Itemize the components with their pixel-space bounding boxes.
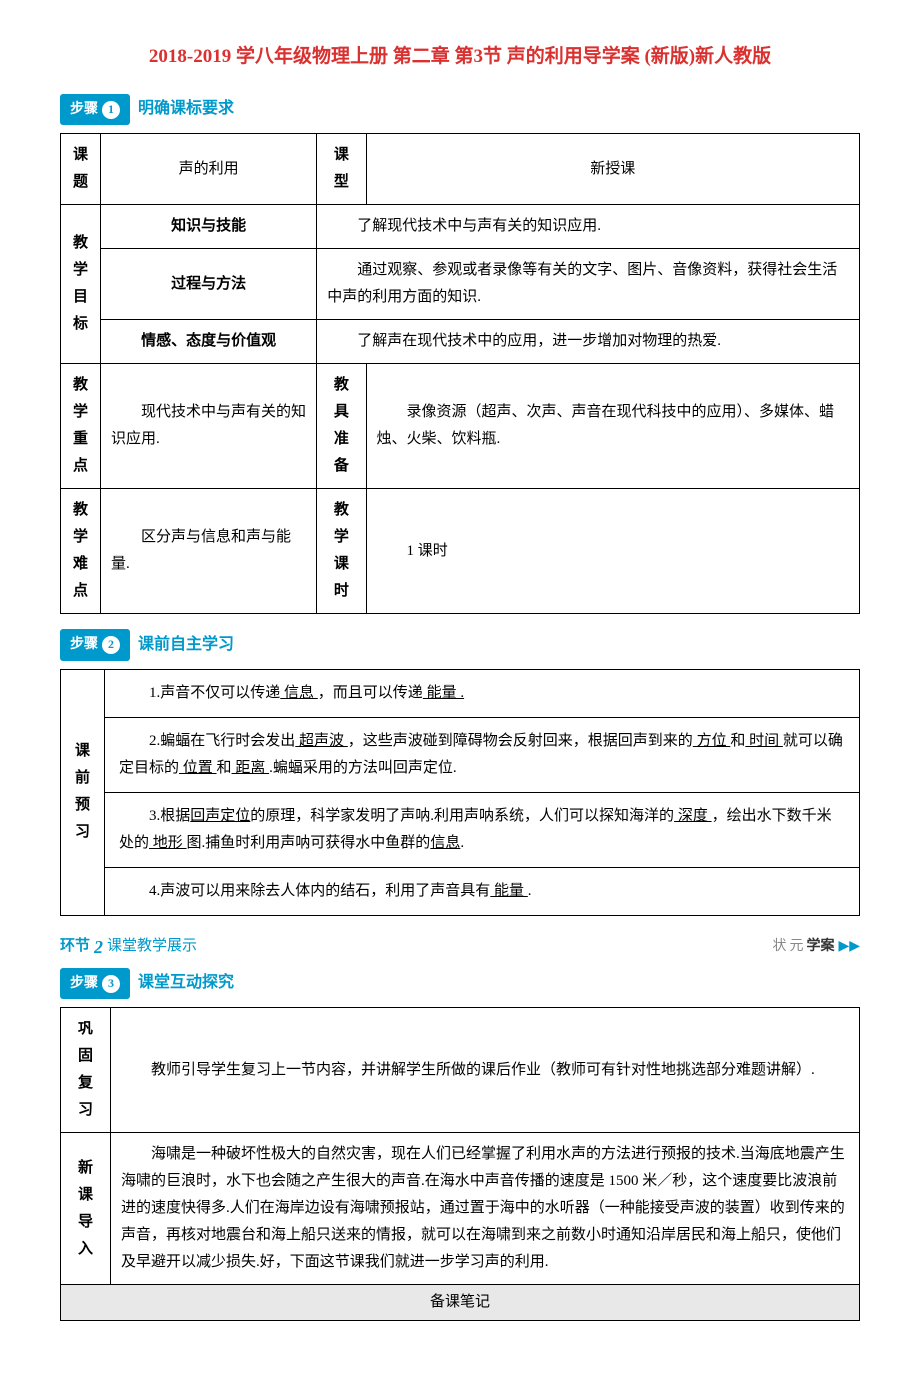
t1-knowledge: 了解现代技术中与声有关的知识应用. [317,205,860,249]
huanjie-left: 环节 2 课堂教学展示 [60,931,197,963]
step3-label: 课堂互动探究 [138,969,234,998]
preview-table: 课前预习 1.声音不仅可以传递 信息 ，而且可以传递 能量 . 2.蝙蝠在飞行时… [60,669,860,916]
t1-type-label: 课型 [317,134,366,205]
step3-badge: 步骤 3 [60,968,130,999]
step2-header: 步骤 2 课前自主学习 [60,629,860,660]
t1-tools: 录像资源（超声、次声、声音在现代科技中的应用）、多媒体、蜡烛、火柴、饮料瓶. [366,364,860,489]
review-label: 巩固复习 [61,1008,111,1133]
t1-emotion-label: 情感、态度与价值观 [101,320,317,364]
t1-keypoint-label: 教学重点 [61,364,101,489]
t1-type: 新授课 [366,134,860,205]
zhuangyuan-label: 状元学案 ▶▶ [772,934,860,959]
t1-process-label: 过程与方法 [101,249,317,320]
step2-num: 2 [102,636,120,654]
t1-keypoint: 现代技术中与声有关的知识应用. [101,364,317,489]
step2-badge-text: 步骤 [70,632,98,657]
intro-label: 新课导入 [61,1133,111,1285]
document-title: 2018-2019 学八年级物理上册 第二章 第3节 声的利用导学案 (新版)新… [60,40,860,74]
huanjie-bar: 环节 2 课堂教学展示 状元学案 ▶▶ [60,931,860,963]
t1-difficulty: 区分声与信息和声与能量. [101,489,317,614]
step1-label: 明确课标要求 [138,95,234,124]
step2-badge: 步骤 2 [60,629,130,660]
huanjie-num: 2 [94,931,103,963]
step1-num: 1 [102,101,120,119]
preview-p4: 4.声波可以用来除去人体内的结石，利用了声音具有 能量 . [105,867,860,915]
t1-emotion: 了解声在现代技术中的应用，进一步增加对物理的热爱. [317,320,860,364]
t1-topic-label: 课题 [61,134,101,205]
requirements-table: 课题 声的利用 课型 新授课 教学目标 知识与技能 了解现代技术中与声有关的知识… [60,133,860,614]
step1-badge-text: 步骤 [70,97,98,122]
t1-hours: 1 课时 [366,489,860,614]
t1-topic: 声的利用 [101,134,317,205]
t1-knowledge-label: 知识与技能 [101,205,317,249]
t1-hours-label: 教学课时 [317,489,366,614]
preview-p2: 2.蝙蝠在飞行时会发出 超声波 ，这些声波碰到障碍物会反射回来，根据回声到来的 … [105,717,860,792]
t1-goal-label: 教学目标 [61,205,101,364]
huanjie-text: 课堂教学展示 [107,933,197,960]
step3-header: 步骤 3 课堂互动探究 [60,968,860,999]
arrow-icon: ▶▶ [838,934,860,959]
discuss-table: 巩固复习 教师引导学生复习上一节内容，并讲解学生所做的课后作业（教师可有针对性地… [60,1007,860,1321]
t1-difficulty-label: 教学难点 [61,489,101,614]
step1-header: 步骤 1 明确课标要求 [60,94,860,125]
step3-badge-text: 步骤 [70,971,98,996]
preview-p3: 3.根据回声定位的原理，科学家发明了声呐.利用声呐系统，人们可以探知海洋的 深度… [105,792,860,867]
preview-label: 课前预习 [61,669,105,915]
review-text: 教师引导学生复习上一节内容，并讲解学生所做的课后作业（教师可有针对性地挑选部分难… [111,1008,860,1133]
step1-badge: 步骤 1 [60,94,130,125]
huanjie-label: 环节 [60,933,90,960]
t1-process: 通过观察、参观或者录像等有关的文字、图片、音像资料，获得社会生活中声的利用方面的… [317,249,860,320]
t1-tools-label: 教具准备 [317,364,366,489]
notes-row: 备课笔记 [61,1285,860,1321]
preview-p1: 1.声音不仅可以传递 信息 ，而且可以传递 能量 . [105,669,860,717]
intro-text: 海啸是一种破坏性极大的自然灾害，现在人们已经掌握了利用水声的方法进行预报的技术.… [111,1133,860,1285]
step3-num: 3 [102,975,120,993]
step2-label: 课前自主学习 [138,631,234,660]
